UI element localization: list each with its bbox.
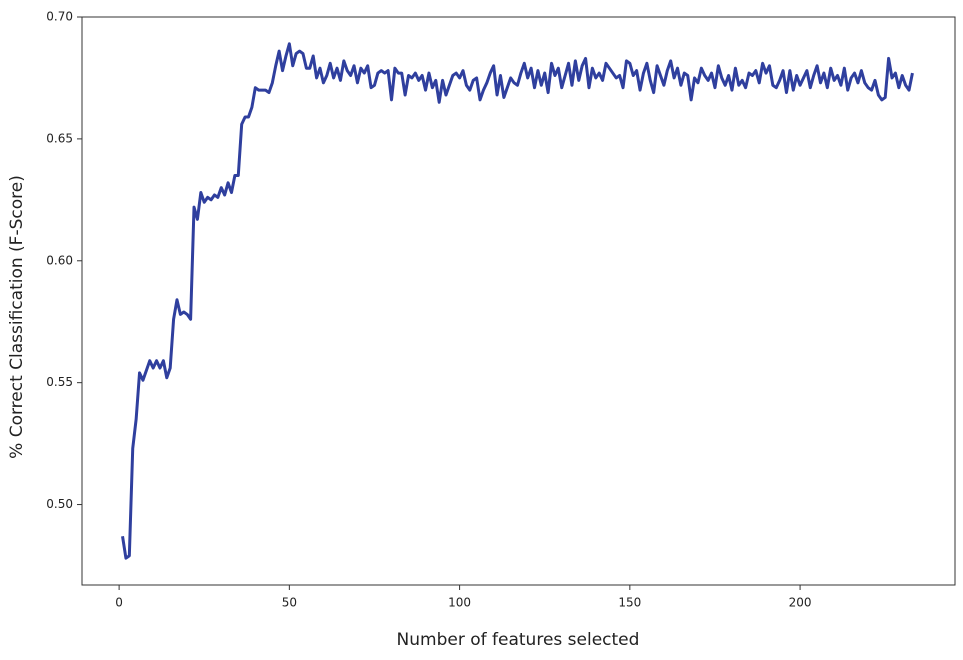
x-tick-label: 50 xyxy=(282,596,297,610)
data-line xyxy=(121,42,914,560)
y-tick-label: 0.55 xyxy=(46,375,73,389)
x-tick-label: 0 xyxy=(115,596,123,610)
x-axis-label: Number of features selected xyxy=(397,630,640,650)
y-axis-label: % Correct Classification (F-Score) xyxy=(7,175,27,459)
y-tick-label: 0.60 xyxy=(46,253,73,267)
plot-frame xyxy=(81,16,956,586)
x-tick-label: 150 xyxy=(618,596,641,610)
x-tick-label: 100 xyxy=(448,596,471,610)
y-tick-label: 0.70 xyxy=(46,10,73,24)
x-tick-label: 200 xyxy=(789,596,812,610)
y-tick-label: 0.50 xyxy=(46,497,73,511)
y-tick-label: 0.65 xyxy=(46,131,73,145)
